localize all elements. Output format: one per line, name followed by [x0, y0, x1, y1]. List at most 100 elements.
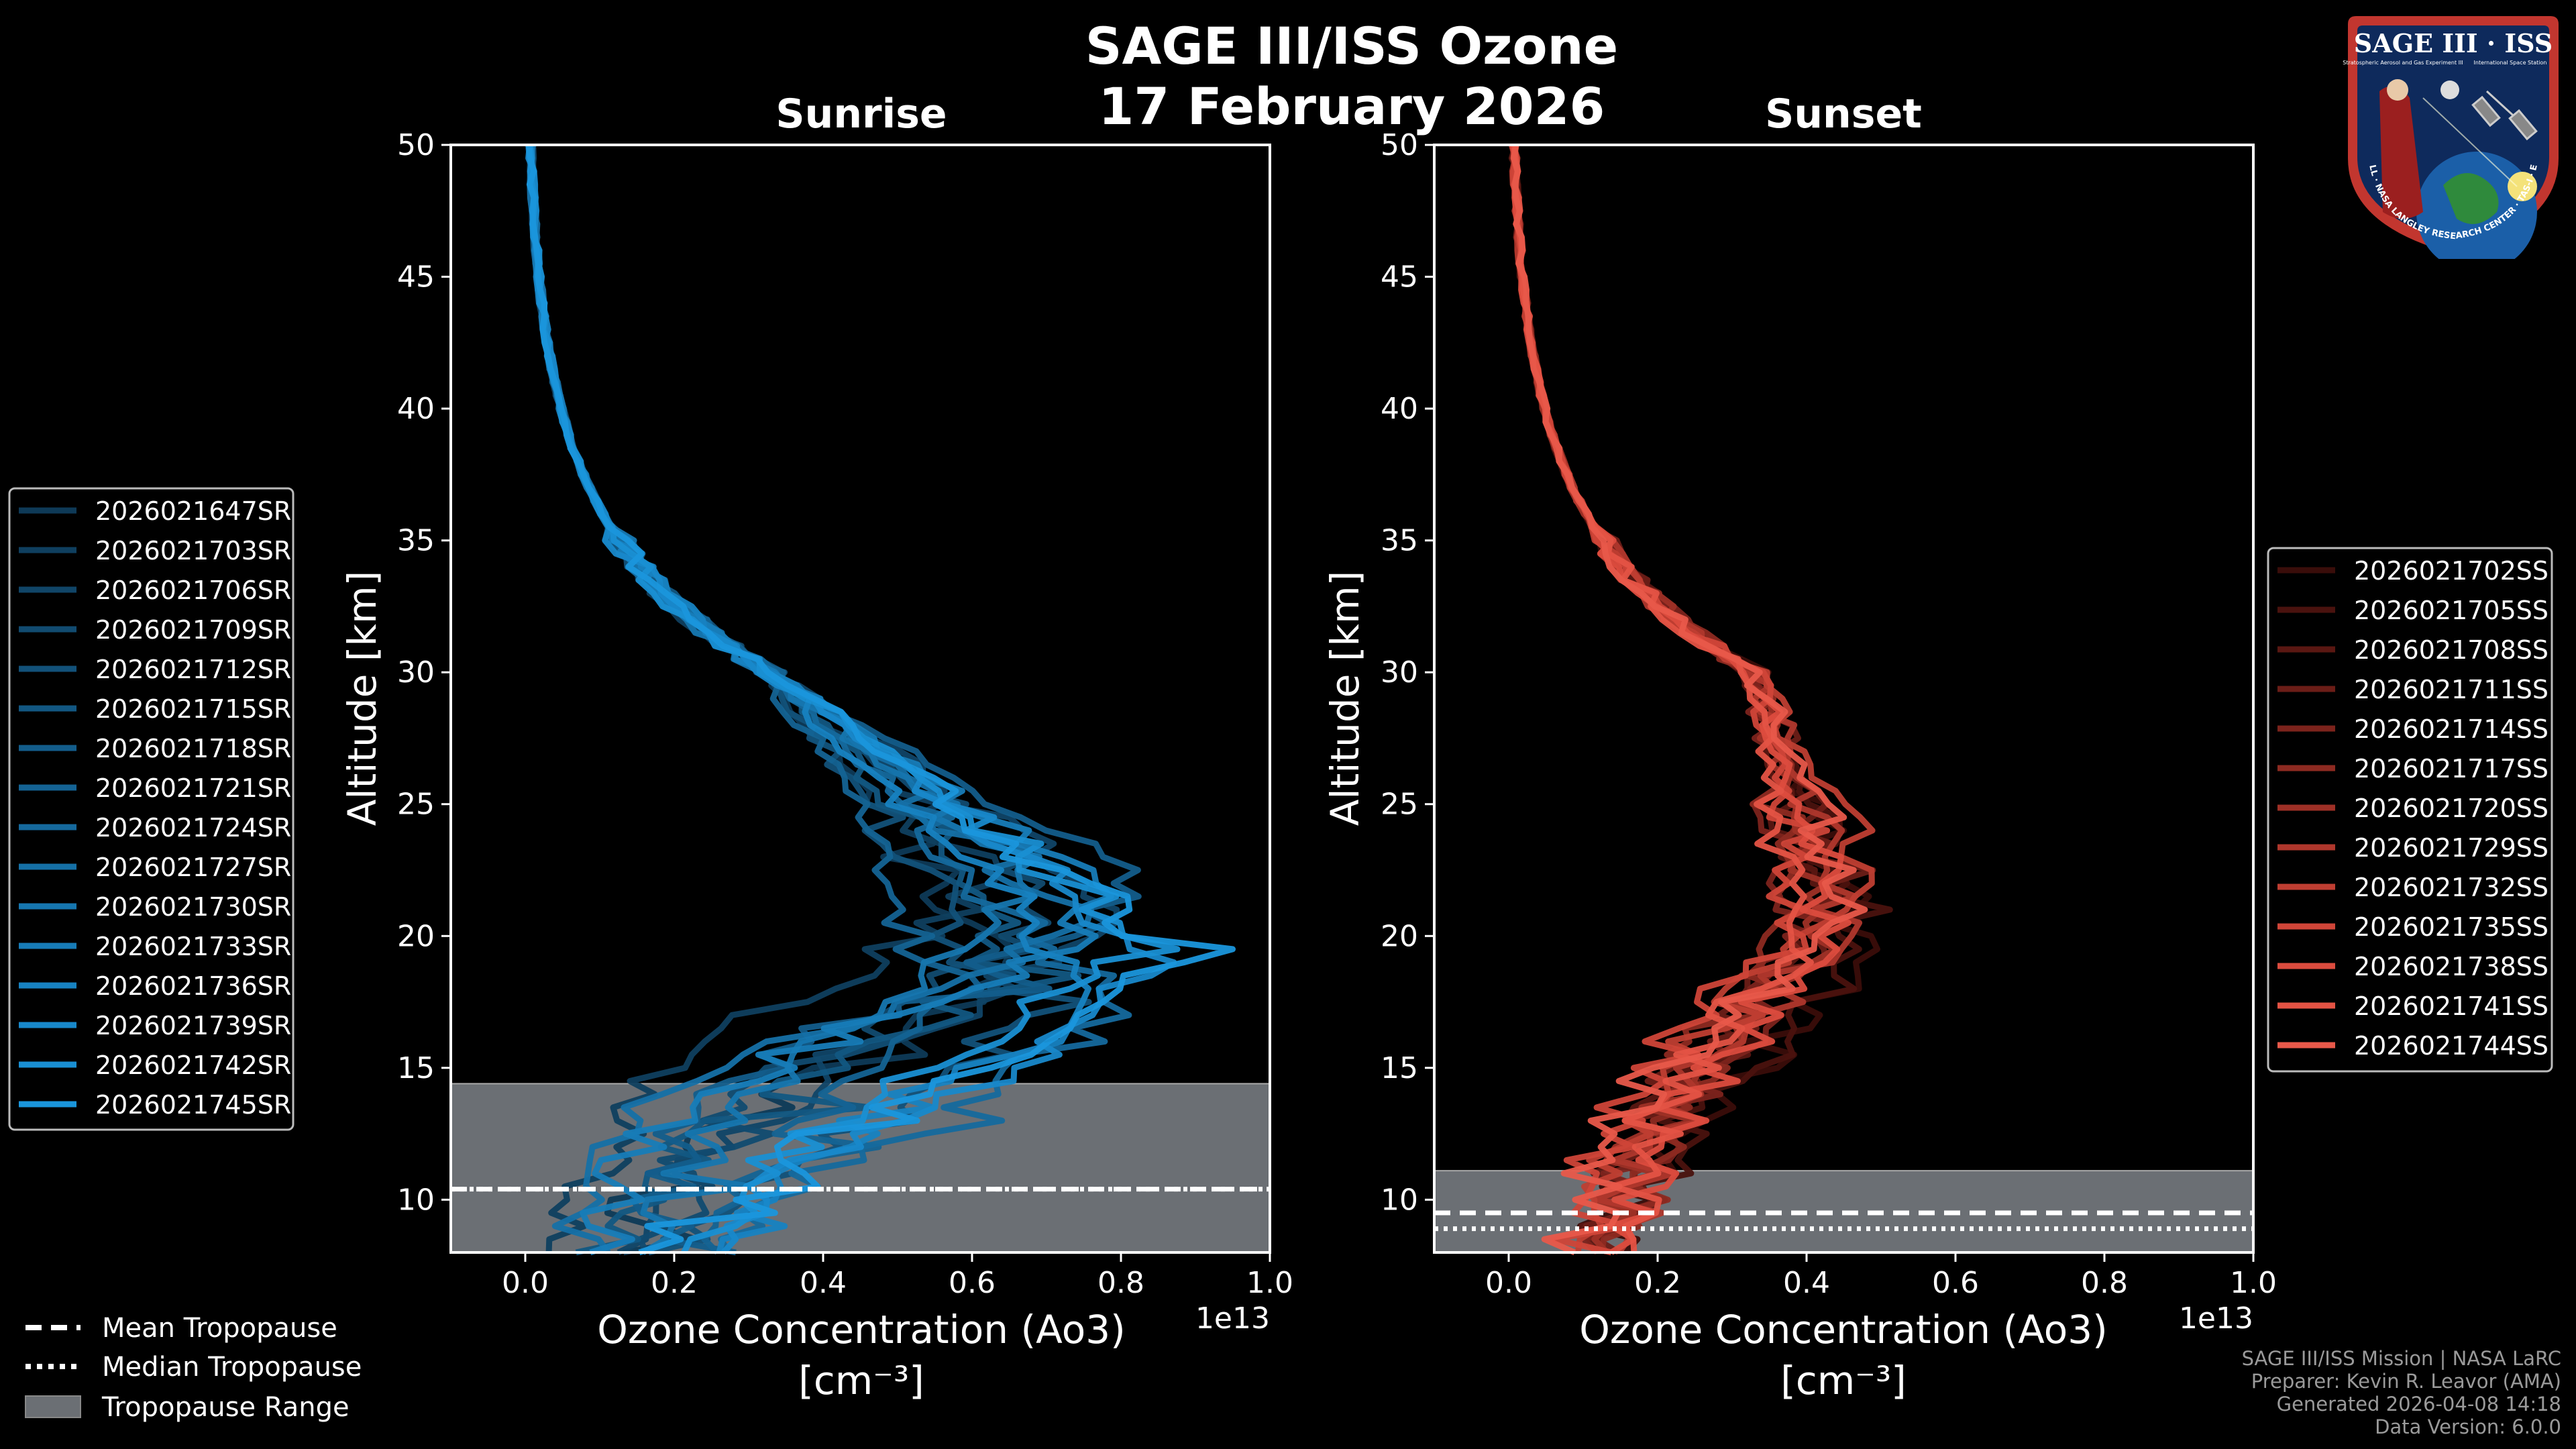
sunrise-ytick-label: 30 [397, 655, 435, 690]
sunrise-xtick-label: 0.4 [800, 1266, 847, 1300]
sunset-profile-2026021744SS [1511, 144, 1868, 1256]
sunrise-profile-2026021745SR [525, 144, 1236, 1256]
sunrise-ytick-label: 10 [397, 1183, 435, 1217]
legend-label-2026021705SS: 2026021705SS [2354, 596, 2548, 625]
median-tropopause-label: Median Tropopause [102, 1352, 362, 1383]
legend-label-2026021708SS: 2026021708SS [2354, 635, 2548, 665]
legend-label-2026021745SR: 2026021745SR [95, 1090, 291, 1120]
legend-label-2026021718SR: 2026021718SR [95, 734, 291, 763]
sunset-axes-frame [1433, 144, 2255, 1254]
legend-label-2026021717SS: 2026021717SS [2354, 754, 2548, 784]
sunrise-xtick-label: 0.8 [1097, 1266, 1144, 1300]
tropopause-range-swatch [25, 1395, 81, 1418]
sun-icon [2508, 172, 2537, 201]
sunset-ytick-label: 45 [1381, 260, 1418, 294]
legend-label-2026021739SR: 2026021739SR [95, 1011, 291, 1040]
sunset-ytick-label: 25 [1381, 788, 1418, 822]
sunrise-ytick-label: 35 [397, 524, 435, 558]
sunset-panel-title: Sunset [1765, 91, 1922, 138]
sunset-legend: 2026021702SS 2026021705SS 2026021708SS 2026… [2267, 547, 2553, 1073]
sunset-xtick-label: 0.4 [1783, 1266, 1830, 1300]
logo-subtitle: Stratospheric Aerosol and Gas Experiment… [2343, 60, 2463, 66]
logo-title: SAGE III · ISS [2354, 28, 2553, 58]
moon-icon [2440, 80, 2459, 99]
sunset-ytick-label: 20 [1381, 919, 1418, 953]
sunset-xtick-label: 0.6 [1932, 1266, 1979, 1300]
sunset-xtick-label: 0.2 [1634, 1266, 1681, 1300]
figure-title-line2: 17 February 2026 [1099, 76, 1605, 136]
sunrise-xtick-label: 0.2 [651, 1266, 698, 1300]
figure-title-line1: SAGE III/ISS Ozone [1085, 16, 1618, 76]
sunrise-ytick-label: 15 [397, 1051, 435, 1085]
legend-label-2026021724SR: 2026021724SR [95, 813, 291, 843]
legend-label-2026021732SS: 2026021732SS [2354, 873, 2548, 902]
sunset-x-axis-units: [cm⁻³] [1780, 1358, 1907, 1403]
legend-label-2026021714SS: 2026021714SS [2354, 714, 2548, 744]
wizard-figure-icon [2379, 86, 2423, 219]
legend-label-2026021738SS: 2026021738SS [2354, 952, 2548, 981]
sunrise-ytick-label: 40 [397, 392, 435, 426]
legend-label-2026021729SS: 2026021729SS [2354, 833, 2548, 863]
sunrise-xtick-label: 0.0 [502, 1266, 549, 1300]
credits-version: Data Version: 6.0.0 [2375, 1415, 2561, 1438]
legend-label-2026021736SR: 2026021736SR [95, 971, 291, 1001]
logo-subtitle2: International Space Station [2474, 60, 2547, 66]
sunset-ytick-label: 15 [1381, 1051, 1418, 1085]
legend-label-2026021712SR: 2026021712SR [95, 655, 291, 684]
tropopause-legend: Mean Tropopause Median Tropopause Tropop… [25, 1313, 362, 1423]
sunrise-legend-box [8, 487, 294, 1131]
legend-label-2026021727SR: 2026021727SR [95, 853, 291, 882]
sunset-ytick-label: 40 [1381, 392, 1418, 426]
credits-generated: Generated 2026-04-08 14:18 [2276, 1393, 2561, 1415]
sunset-xtick-label: 0.0 [1485, 1266, 1532, 1300]
mean-tropopause-label: Mean Tropopause [102, 1313, 337, 1344]
tropopause-range-label: Tropopause Range [101, 1392, 350, 1423]
sunset-x-offset-label: 1e13 [2179, 1301, 2253, 1336]
legend-label-2026021730SR: 2026021730SR [95, 892, 291, 922]
sunset-y-axis-label: Altitude [km] [1322, 571, 1368, 826]
sunset-xtick-label: 1.0 [2230, 1266, 2277, 1300]
sunrise-panel: Sunrise 0.0 0.2 0.4 0.6 0.8 1.0 10 15 20 25 30 35 40… [339, 91, 1293, 1403]
sunset-panel: Sunset 0.0 0.2 0.4 0.6 0.8 1.0 10 15 20 25 30 35 40 4… [1322, 91, 2277, 1403]
sunset-xtick-label: 0.8 [2081, 1266, 2128, 1300]
sunrise-ytick-label: 50 [397, 128, 435, 162]
legend-label-2026021703SR: 2026021703SR [95, 536, 291, 566]
legend-label-2026021733SR: 2026021733SR [95, 932, 291, 961]
sunset-ytick-label: 30 [1381, 655, 1418, 690]
legend-label-2026021720SS: 2026021720SS [2354, 794, 2548, 823]
sunrise-x-axis-label: Ozone Concentration (Ao3) [597, 1307, 1126, 1352]
sunrise-legend: 2026021647SR 2026021703SR 2026021706SR 2026… [8, 487, 294, 1131]
legend-label-2026021735SS: 2026021735SS [2354, 912, 2548, 942]
sunrise-y-axis-label: Altitude [km] [339, 571, 385, 826]
legend-label-2026021711SS: 2026021711SS [2354, 675, 2548, 704]
sunrise-panel-title: Sunrise [775, 91, 947, 138]
sunrise-x-axis-units: [cm⁻³] [798, 1358, 924, 1403]
sunrise-axes-frame [449, 144, 1271, 1254]
legend-label-2026021706SR: 2026021706SR [95, 576, 291, 605]
legend-label-2026021744SS: 2026021744SS [2354, 1031, 2548, 1061]
sunset-ytick-label: 10 [1381, 1183, 1418, 1217]
legend-label-2026021742SR: 2026021742SR [95, 1051, 291, 1080]
sunset-ytick-label: 35 [1381, 524, 1418, 558]
sunrise-ytick-label: 45 [397, 260, 435, 294]
sunset-legend-box [2267, 547, 2553, 1073]
sunset-ytick-label: 50 [1381, 128, 1418, 162]
sunrise-xtick-label: 1.0 [1246, 1266, 1293, 1300]
sunrise-ytick-label: 20 [397, 919, 435, 953]
credits-preparer: Preparer: Kevin R. Leavor (AMA) [2251, 1370, 2561, 1393]
legend-label-2026021709SR: 2026021709SR [95, 615, 291, 645]
legend-label-2026021741SS: 2026021741SS [2354, 991, 2548, 1021]
legend-label-2026021715SR: 2026021715SR [95, 694, 291, 724]
sunrise-x-offset-label: 1e13 [1195, 1301, 1270, 1336]
legend-label-2026021702SS: 2026021702SS [2354, 556, 2548, 586]
legend-label-2026021721SR: 2026021721SR [95, 773, 291, 803]
legend-label-2026021647SR: 2026021647SR [95, 496, 291, 526]
sunset-x-axis-label: Ozone Concentration (Ao3) [1579, 1307, 2108, 1352]
sunrise-ytick-label: 25 [397, 788, 435, 822]
iss-icon [2471, 90, 2538, 141]
sunrise-xtick-label: 0.6 [949, 1266, 996, 1300]
credits-block: SAGE III/ISS Mission | NASA LaRC Prepare… [2242, 1347, 2561, 1438]
sage-iss-mission-patch: SAGE III · ISS Stratospheric Aerosol and… [2343, 11, 2559, 259]
credits-mission: SAGE III/ISS Mission | NASA LaRC [2241, 1347, 2561, 1370]
